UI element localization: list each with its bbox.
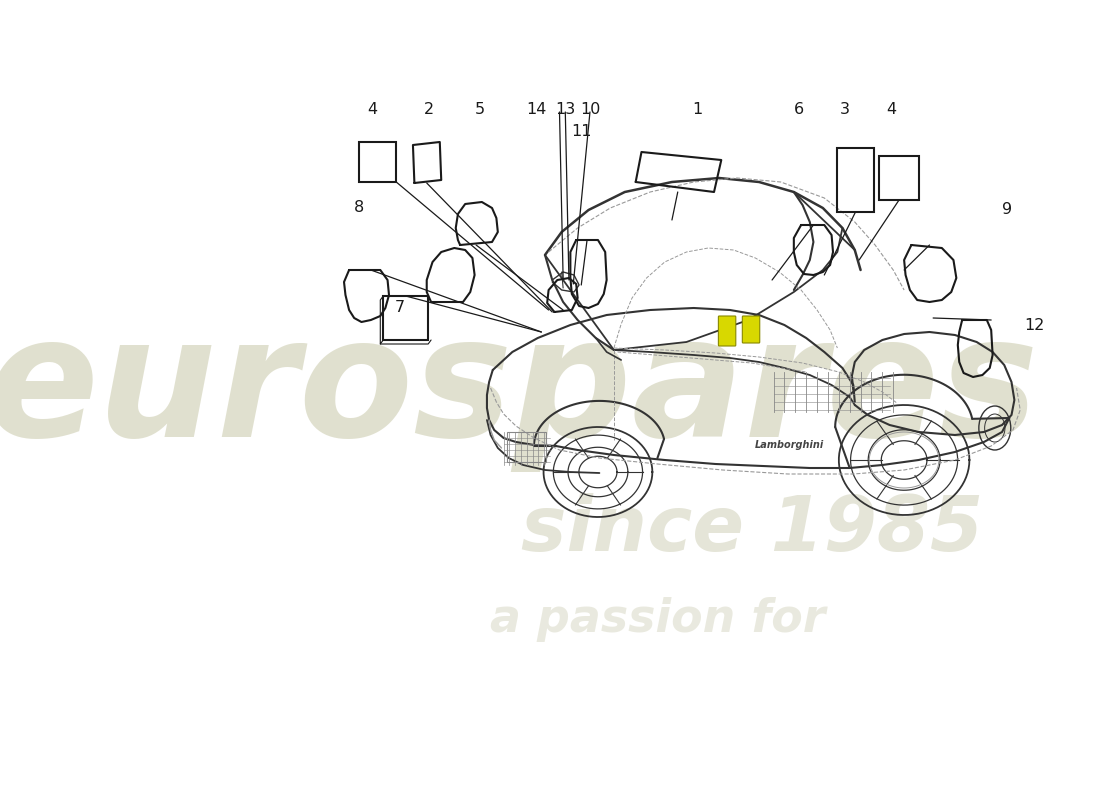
Text: 10: 10	[580, 102, 601, 118]
Bar	[506, 432, 547, 462]
Text: 7: 7	[395, 301, 405, 315]
Text: 6: 6	[794, 102, 804, 118]
Text: Lamborghini: Lamborghini	[755, 440, 824, 450]
Text: 13: 13	[556, 102, 575, 118]
Text: 4: 4	[886, 102, 896, 118]
Bar	[383, 296, 428, 340]
Text: 3: 3	[839, 102, 849, 118]
Text: 5: 5	[474, 102, 485, 118]
Bar	[359, 142, 396, 182]
Text: eurospares: eurospares	[0, 309, 1040, 471]
FancyBboxPatch shape	[718, 316, 736, 346]
Text: 14: 14	[526, 102, 547, 118]
Text: a passion for: a passion for	[490, 598, 825, 642]
Bar	[879, 156, 920, 200]
Text: 4: 4	[367, 102, 377, 118]
Text: 9: 9	[1002, 202, 1012, 218]
Text: 11: 11	[571, 125, 592, 139]
Text: 12: 12	[1024, 318, 1045, 333]
Text: since 1985: since 1985	[520, 493, 982, 567]
Text: 8: 8	[353, 201, 364, 215]
Bar	[837, 148, 873, 212]
Text: 2: 2	[424, 102, 434, 118]
FancyBboxPatch shape	[742, 316, 760, 343]
Text: 1: 1	[692, 102, 703, 118]
